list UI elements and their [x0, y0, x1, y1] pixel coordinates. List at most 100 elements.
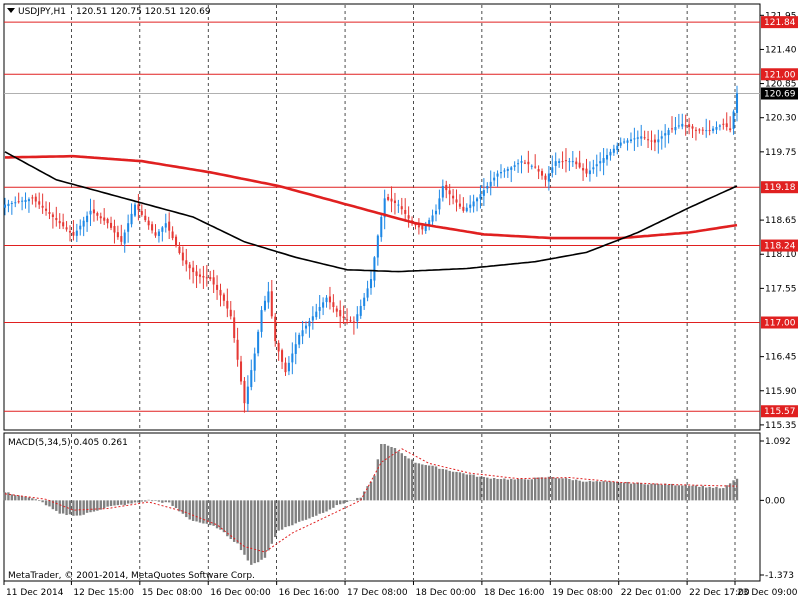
candle-body	[691, 126, 694, 129]
macd-bar	[612, 481, 616, 501]
candle-body	[633, 138, 636, 140]
candle-body	[55, 217, 58, 221]
candle-body	[7, 203, 10, 207]
macd-bar	[698, 486, 701, 501]
candle-body	[588, 170, 591, 175]
candle-body	[103, 217, 106, 221]
candle-body	[287, 362, 290, 372]
macd-bar	[362, 491, 366, 501]
macd-bar	[472, 474, 475, 501]
macd-bar	[602, 481, 605, 501]
macd-bar	[465, 474, 468, 501]
candle-body	[647, 139, 650, 141]
candle-body	[458, 203, 461, 207]
candle-body	[27, 199, 30, 202]
macd-bar	[462, 473, 465, 501]
candle-body	[438, 198, 441, 210]
macd-bar	[633, 483, 636, 501]
x-tick-label: 16 Dec 16:00	[279, 588, 340, 598]
macd-bar	[246, 500, 250, 561]
macd-bar	[297, 500, 301, 522]
candle-body	[195, 271, 198, 276]
macd-bar	[263, 500, 267, 558]
candle-body	[547, 173, 550, 182]
candle-body	[270, 291, 273, 317]
macd-bar	[55, 500, 58, 511]
candle-body	[311, 316, 314, 321]
candle-body	[34, 196, 37, 202]
candle-body	[222, 294, 225, 301]
candle-body	[616, 145, 619, 151]
macd-bar	[339, 500, 342, 505]
macd-bar	[578, 480, 581, 501]
macd-bar	[705, 487, 708, 501]
candle-body	[157, 231, 160, 236]
macd-bar	[722, 488, 725, 501]
macd-bar	[581, 481, 585, 501]
candle-body	[233, 317, 236, 339]
macd-bar	[681, 485, 684, 501]
candle-body	[178, 246, 181, 253]
y-tick-label: 119.75	[765, 148, 797, 158]
macd-bar	[116, 500, 120, 506]
candle-body	[424, 224, 427, 231]
level-price-tag	[761, 181, 798, 194]
candle-body	[17, 201, 20, 203]
candle-body	[359, 305, 362, 316]
candle-body	[735, 93, 739, 113]
chart-menu-triangle-icon[interactable]	[7, 8, 15, 13]
candle-body	[407, 215, 410, 219]
candle-body	[551, 167, 554, 173]
macd-bar	[708, 486, 711, 501]
macd-bar	[438, 468, 441, 501]
macd-bar	[126, 500, 130, 504]
candle-body	[151, 224, 154, 231]
macd-bar	[61, 500, 65, 514]
candle-body	[499, 172, 503, 174]
slow-ma-line	[5, 154, 738, 240]
macd-bar	[561, 478, 564, 501]
candle-body	[89, 210, 92, 215]
level-price-label: 115.57	[764, 407, 796, 417]
macd-bar	[181, 500, 185, 514]
macd-bar	[380, 444, 383, 501]
candle-body	[503, 170, 506, 172]
macd-bar	[448, 470, 451, 501]
candle-body	[660, 136, 663, 139]
candle-body	[198, 274, 201, 277]
macd-bar	[270, 500, 274, 544]
candle-body	[325, 297, 328, 303]
current-price-tag	[761, 87, 798, 100]
macd-bar	[219, 500, 222, 530]
candle-body	[534, 166, 537, 168]
candle-body	[116, 232, 119, 238]
candle-body	[421, 225, 424, 230]
macd-bar	[585, 481, 588, 501]
candle-body	[260, 310, 263, 332]
candle-body	[14, 202, 17, 204]
candle-body	[619, 142, 622, 146]
candle-body	[86, 215, 89, 223]
macd-bar	[609, 481, 612, 501]
macd-bar	[489, 478, 492, 501]
macd-bar	[24, 496, 27, 501]
macd-bar	[533, 477, 537, 501]
candle-body	[496, 173, 499, 177]
y-tick-label: 121.40	[765, 45, 797, 55]
macd-bar	[140, 500, 144, 502]
macd-bar	[274, 500, 277, 538]
candle-body	[578, 162, 581, 168]
candle-body	[698, 129, 701, 131]
y-tick-label: 120.85	[765, 80, 797, 90]
candle-body	[476, 198, 479, 202]
candle-body	[609, 151, 612, 156]
candle-body	[605, 154, 609, 160]
macd-bar	[174, 500, 178, 508]
candle-body	[681, 123, 684, 127]
macd-bar	[280, 500, 284, 530]
copyright-text: MetaTrader, © 2001-2014, MetaQuotes Soft…	[8, 571, 255, 581]
macd-bar	[503, 478, 506, 501]
candle-body	[127, 223, 130, 232]
candle-body	[434, 210, 438, 215]
